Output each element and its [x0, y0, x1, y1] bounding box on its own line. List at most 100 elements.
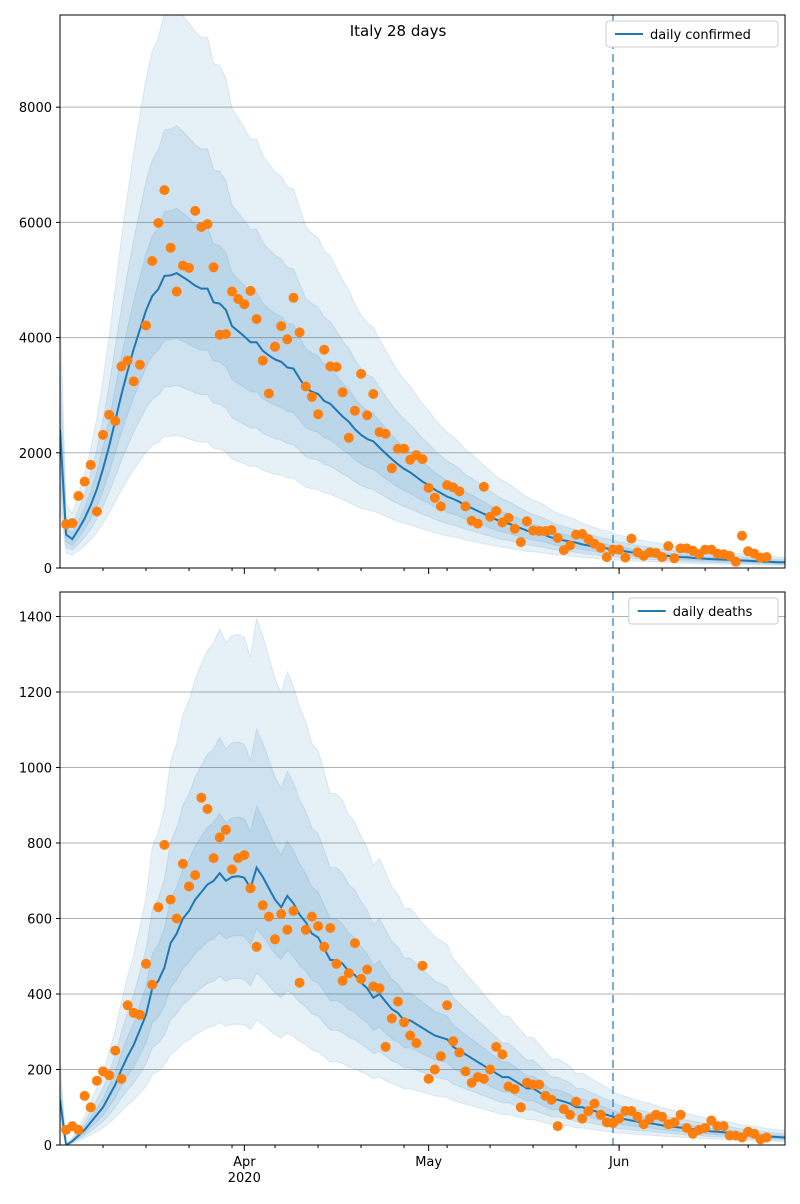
data-point: [239, 299, 250, 310]
data-point: [356, 973, 367, 984]
confirmed-panel: 0 2000 4000 6000 8000 daily confirmed: [19, 14, 786, 577]
y-tick-label: 0: [44, 562, 52, 577]
data-point: [343, 432, 354, 443]
uncertainty-bands: [60, 15, 785, 566]
data-point: [79, 476, 90, 487]
legend-box: [628, 597, 779, 625]
uncertainty-bands: [60, 617, 785, 1145]
data-point: [245, 883, 256, 894]
legend-label: daily confirmed: [650, 28, 751, 43]
y-tick-label: 1000: [19, 762, 52, 777]
data-point: [368, 389, 379, 399]
y-tick-label: 2000: [19, 447, 52, 462]
data-point: [196, 792, 207, 803]
data-point: [190, 205, 201, 216]
data-point: [589, 1098, 600, 1109]
data-point: [227, 286, 237, 297]
data-point: [515, 1102, 526, 1113]
data-point: [294, 977, 305, 988]
data-point: [319, 344, 330, 355]
data-point: [227, 864, 237, 875]
data-point: [337, 387, 348, 398]
data-point: [282, 924, 293, 935]
data-point: [202, 804, 213, 814]
data-point: [202, 219, 213, 230]
data-point: [245, 285, 256, 296]
data-point: [565, 1109, 575, 1120]
data-point: [184, 262, 194, 273]
data-point: [565, 540, 575, 551]
data-point: [331, 958, 342, 969]
data-point: [392, 996, 403, 1007]
data-point: [85, 459, 96, 470]
data-point: [184, 881, 194, 892]
data-point: [165, 242, 176, 253]
data-point: [141, 958, 151, 969]
data-point: [349, 938, 360, 949]
data-point: [73, 1124, 84, 1135]
data-point: [472, 518, 483, 529]
axes-frame: [59, 14, 786, 569]
x-tick-label: Jun: [608, 1155, 629, 1170]
data-point: [362, 410, 373, 421]
data-point: [270, 934, 280, 945]
data-point: [67, 518, 78, 529]
data-point: [478, 481, 489, 492]
legend-box: [605, 20, 779, 48]
x-tick-label: May: [415, 1155, 442, 1170]
data-point: [509, 523, 520, 534]
data-point: [626, 533, 637, 544]
data-point: [337, 975, 348, 986]
data-point: [263, 388, 274, 399]
data-point: [601, 552, 612, 563]
y-tick-label: 8000: [19, 101, 52, 116]
data-point: [491, 1041, 502, 1052]
legend: daily confirmed: [605, 20, 779, 48]
data-point: [251, 314, 262, 325]
data-point: [417, 960, 428, 971]
data-point: [147, 256, 158, 266]
data-point: [405, 1030, 416, 1041]
uncertainty-band: [60, 727, 785, 1145]
y-tick-label: 200: [27, 1064, 52, 1079]
data-point: [423, 482, 434, 493]
data-point: [171, 913, 182, 924]
data-point: [257, 355, 268, 366]
data-point: [110, 1045, 121, 1056]
y-tick-label: 800: [27, 837, 52, 852]
observed-points: [61, 185, 772, 567]
data-point: [104, 1070, 115, 1081]
data-point: [374, 983, 385, 994]
y-tick-label: 1200: [19, 686, 52, 701]
uncertainty-band: [60, 617, 785, 1145]
data-point: [380, 428, 391, 439]
data-point: [128, 376, 139, 387]
data-point: [343, 968, 354, 979]
data-point: [737, 530, 747, 541]
data-point: [306, 391, 317, 402]
y-tick-label: 0: [44, 1139, 52, 1154]
data-point: [98, 429, 108, 440]
data-point: [491, 506, 502, 516]
legend-label: daily deaths: [673, 605, 753, 620]
data-point: [417, 454, 428, 465]
data-point: [276, 321, 287, 332]
data-point: [761, 552, 772, 563]
data-point: [657, 1111, 668, 1122]
data-point: [306, 911, 317, 922]
data-point: [288, 292, 299, 303]
data-point: [503, 512, 514, 523]
axes-frame: [59, 591, 786, 1146]
data-point: [282, 334, 293, 345]
data-point: [110, 416, 121, 427]
data-point: [319, 941, 330, 952]
data-point: [288, 906, 299, 916]
data-point: [313, 921, 324, 932]
data-point: [208, 853, 219, 864]
data-point: [460, 501, 471, 512]
observed-points: [61, 792, 772, 1145]
data-point: [497, 1049, 508, 1060]
data-point: [122, 355, 133, 366]
data-point: [460, 1066, 471, 1077]
